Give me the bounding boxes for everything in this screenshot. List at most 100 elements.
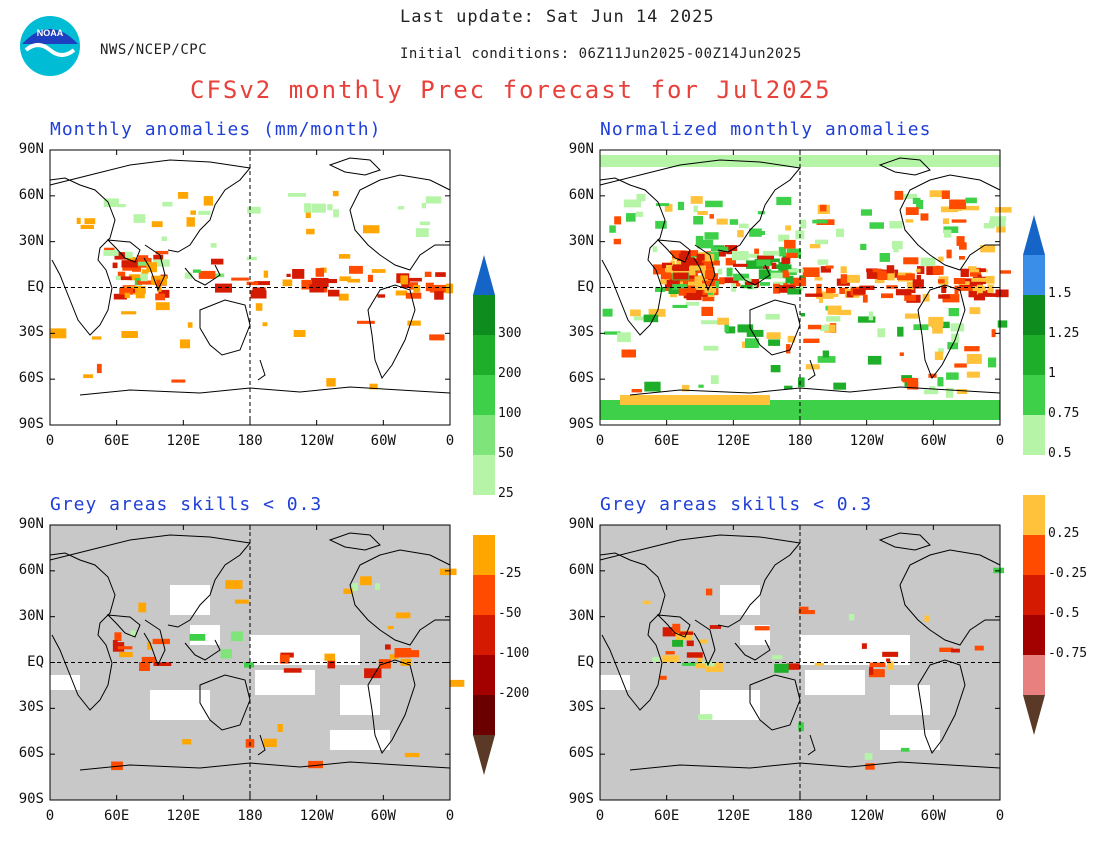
anomaly-cell bbox=[979, 268, 986, 272]
anomaly-cell bbox=[117, 271, 126, 279]
anomaly-cell bbox=[672, 639, 684, 647]
anomaly-cell bbox=[699, 639, 708, 644]
coastline bbox=[79, 761, 451, 771]
coastline bbox=[807, 359, 816, 381]
coastline bbox=[599, 159, 801, 253]
anomaly-cell bbox=[887, 661, 894, 670]
anomaly-cell bbox=[776, 196, 792, 206]
anomaly-cell bbox=[660, 273, 675, 280]
lon-label: 120E bbox=[166, 433, 201, 449]
anomaly-cell bbox=[682, 662, 700, 666]
anomaly-cell bbox=[211, 258, 224, 265]
anomaly-cell bbox=[122, 266, 134, 271]
anomaly-cell bbox=[737, 230, 744, 238]
anomaly-cell bbox=[103, 250, 119, 256]
coastline bbox=[749, 299, 801, 356]
anomaly-cell bbox=[621, 349, 636, 358]
anomaly-cell bbox=[939, 647, 954, 652]
anomaly-cell bbox=[614, 216, 622, 225]
anomaly-cell bbox=[652, 657, 660, 662]
anomaly-cell bbox=[695, 292, 708, 297]
anomaly-cell bbox=[802, 267, 820, 277]
anomaly-cell bbox=[117, 204, 126, 208]
anomaly-cell bbox=[709, 625, 722, 629]
anomaly-cell bbox=[840, 274, 848, 284]
lon-label: 120W bbox=[299, 808, 334, 824]
colorbar-box bbox=[1023, 495, 1045, 535]
anomaly-cell bbox=[263, 270, 269, 278]
lon-label: 120W bbox=[849, 808, 884, 824]
skill-area bbox=[50, 675, 80, 690]
anomaly-cell bbox=[413, 285, 421, 293]
anomaly-cell bbox=[669, 279, 680, 288]
anomaly-cell bbox=[828, 293, 839, 297]
anomaly-cell bbox=[357, 320, 375, 324]
anomaly-cell bbox=[705, 200, 723, 208]
anomaly-cell bbox=[655, 203, 670, 207]
lon-label: 0 bbox=[995, 808, 1005, 824]
coastline bbox=[79, 386, 451, 396]
anomaly-cell bbox=[872, 268, 882, 273]
anomaly-cell bbox=[685, 301, 700, 306]
anomaly-cell bbox=[626, 213, 636, 222]
coastline bbox=[599, 177, 666, 336]
skill-area bbox=[600, 675, 630, 690]
anomaly-cell bbox=[153, 662, 172, 666]
colorbar-box bbox=[1023, 615, 1045, 655]
anomaly-cell bbox=[664, 204, 673, 212]
anomaly-cell bbox=[138, 602, 147, 613]
anomaly-cell bbox=[920, 213, 929, 221]
anomaly-cell bbox=[670, 260, 676, 266]
anomaly-cell bbox=[643, 314, 659, 323]
lon-label: 60W bbox=[920, 808, 946, 824]
coastline bbox=[328, 532, 381, 551]
colorbar-label: 1 bbox=[1048, 366, 1056, 381]
anomaly-cell bbox=[636, 193, 646, 202]
coastline bbox=[629, 761, 1001, 771]
anomaly-cell bbox=[693, 216, 703, 225]
anomaly-cell bbox=[928, 373, 937, 378]
anomaly-cell bbox=[642, 600, 651, 605]
anomaly-cell bbox=[902, 378, 919, 383]
anomaly-cell bbox=[907, 381, 919, 390]
lon-label: 120E bbox=[166, 808, 201, 824]
anomaly-cell bbox=[778, 262, 788, 272]
anomaly-cell bbox=[948, 308, 959, 317]
anomaly-cell bbox=[882, 651, 899, 657]
anomaly-cell bbox=[778, 285, 795, 293]
anomaly-cell bbox=[879, 253, 890, 262]
anomaly-cell bbox=[666, 265, 672, 273]
logo-text: NOAA bbox=[37, 28, 64, 38]
coastline bbox=[917, 284, 966, 380]
lon-label: 60E bbox=[654, 808, 680, 824]
anomaly-cell bbox=[782, 270, 789, 278]
lat-label: 30S bbox=[568, 324, 594, 341]
anomaly-cell bbox=[371, 269, 386, 273]
anomaly-cell bbox=[788, 269, 804, 273]
panel-title-top-right: Normalized monthly anomalies bbox=[600, 119, 932, 140]
lon-label: 0 bbox=[995, 433, 1005, 449]
lat-label: 90S bbox=[568, 416, 594, 432]
anomaly-cell bbox=[943, 229, 952, 238]
anomaly-cell bbox=[686, 274, 695, 279]
anomaly-cell bbox=[121, 260, 138, 268]
lon-label: 60W bbox=[370, 808, 396, 824]
anomaly-cell bbox=[951, 219, 967, 223]
anomaly-cell bbox=[786, 344, 791, 354]
coastline bbox=[656, 614, 691, 638]
anomaly-cell bbox=[254, 281, 270, 286]
anomaly-cell bbox=[766, 332, 781, 339]
anomaly-cell bbox=[938, 348, 944, 354]
colorbar-box bbox=[473, 615, 495, 655]
anomaly-cell bbox=[725, 326, 736, 334]
anomaly-cell bbox=[960, 268, 969, 277]
anomaly-cell bbox=[215, 283, 232, 293]
anomaly-cell bbox=[968, 289, 982, 298]
lat-label: 30N bbox=[18, 607, 44, 624]
anomaly-cell bbox=[967, 280, 983, 288]
anomaly-cell bbox=[941, 190, 950, 199]
skill-area bbox=[170, 585, 210, 615]
anomaly-cell bbox=[156, 279, 161, 287]
anomaly-cell bbox=[716, 218, 728, 225]
coastline bbox=[693, 619, 716, 667]
